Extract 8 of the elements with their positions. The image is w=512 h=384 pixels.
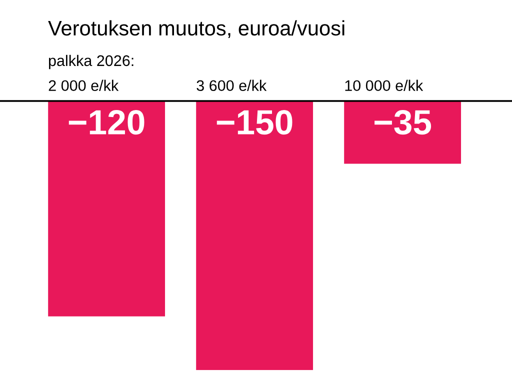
chart-title: Verotuksen muutos, euroa/vuosi [48, 20, 344, 38]
data-label: −120 [68, 110, 144, 135]
x-tick-label: 2 000 e/kk [48, 80, 119, 92]
data-label: −150 [216, 110, 292, 135]
x-tick-label: 3 600 e/kk [196, 80, 267, 92]
data-label: −35 [374, 110, 432, 135]
chart-subtitle: palkka 2026: [48, 54, 134, 70]
x-tick-label: 10 000 e/kk [345, 80, 424, 92]
